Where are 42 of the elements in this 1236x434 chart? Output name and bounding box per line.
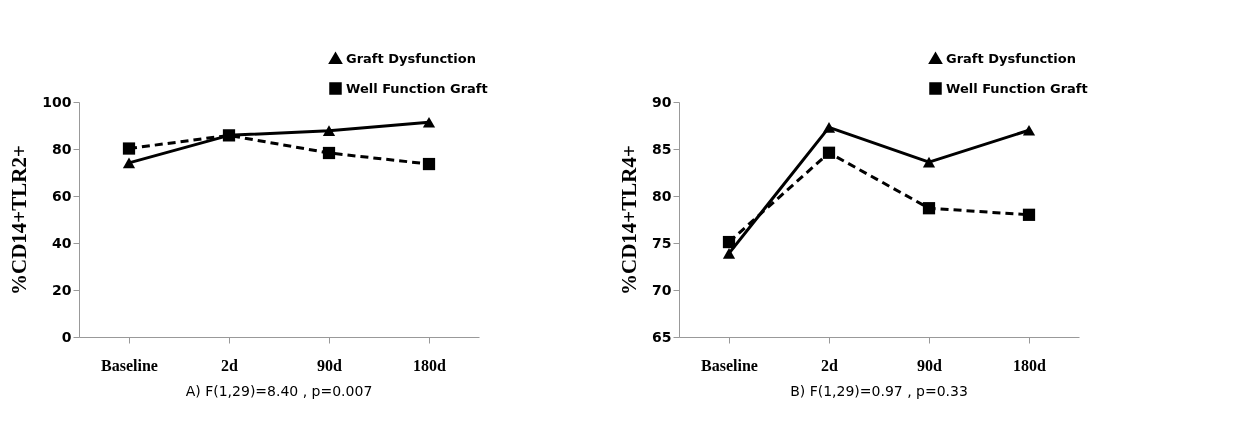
y-tick-label: 80: [52, 140, 72, 157]
legend-label: Graft Dysfunction: [946, 50, 1076, 66]
point: [722, 235, 736, 249]
y-tick-label: 80: [652, 187, 672, 204]
point: [122, 157, 136, 169]
point: [922, 156, 936, 168]
y-tick-label: 90: [652, 93, 672, 110]
x-tick-label: Baseline: [701, 356, 758, 374]
x-tick-label: 2d: [821, 356, 839, 374]
x-tick-label: 90d: [917, 356, 943, 374]
y-tick-label: 70: [652, 281, 672, 298]
legend-label: Well Function Graft: [346, 80, 488, 96]
y-tick-label: 0: [61, 328, 72, 345]
y-tick-label: 40: [52, 234, 72, 251]
y-tick-label: 75: [652, 234, 672, 251]
point: [1022, 208, 1036, 221]
text: A) F(1,29)=8.40 , p=0.007: [185, 383, 373, 399]
point: [1022, 124, 1036, 136]
point: [722, 248, 736, 259]
y-axis-title: %CD14+TLR4+: [617, 145, 642, 295]
point: [822, 146, 836, 159]
legend-label: Graft Dysfunction: [346, 50, 476, 66]
point: [422, 157, 436, 171]
x-tick-label: Baseline: [101, 356, 158, 374]
y-axis-title: %CD14+TLR2+: [7, 145, 32, 295]
point: [922, 202, 936, 215]
text: B) F(1,29)=0.97 , p=0.33: [790, 383, 968, 399]
x-tick-label: 180d: [413, 356, 447, 374]
point: [322, 125, 336, 136]
legend-label: Well Function Graft: [946, 80, 1088, 96]
point: [322, 146, 336, 160]
y-tick-label: 60: [52, 187, 72, 204]
y-tick-label: 100: [42, 93, 72, 110]
y-tick-label: 85: [652, 140, 672, 157]
x-tick-label: 2d: [221, 356, 239, 374]
x-tick-label: 180d: [1013, 356, 1047, 374]
x-tick-label: 90d: [317, 356, 343, 374]
y-tick-label: 65: [652, 328, 672, 345]
point: [122, 142, 136, 155]
point: [822, 122, 836, 133]
y-tick-label: 20: [52, 281, 72, 298]
point: [422, 116, 436, 128]
